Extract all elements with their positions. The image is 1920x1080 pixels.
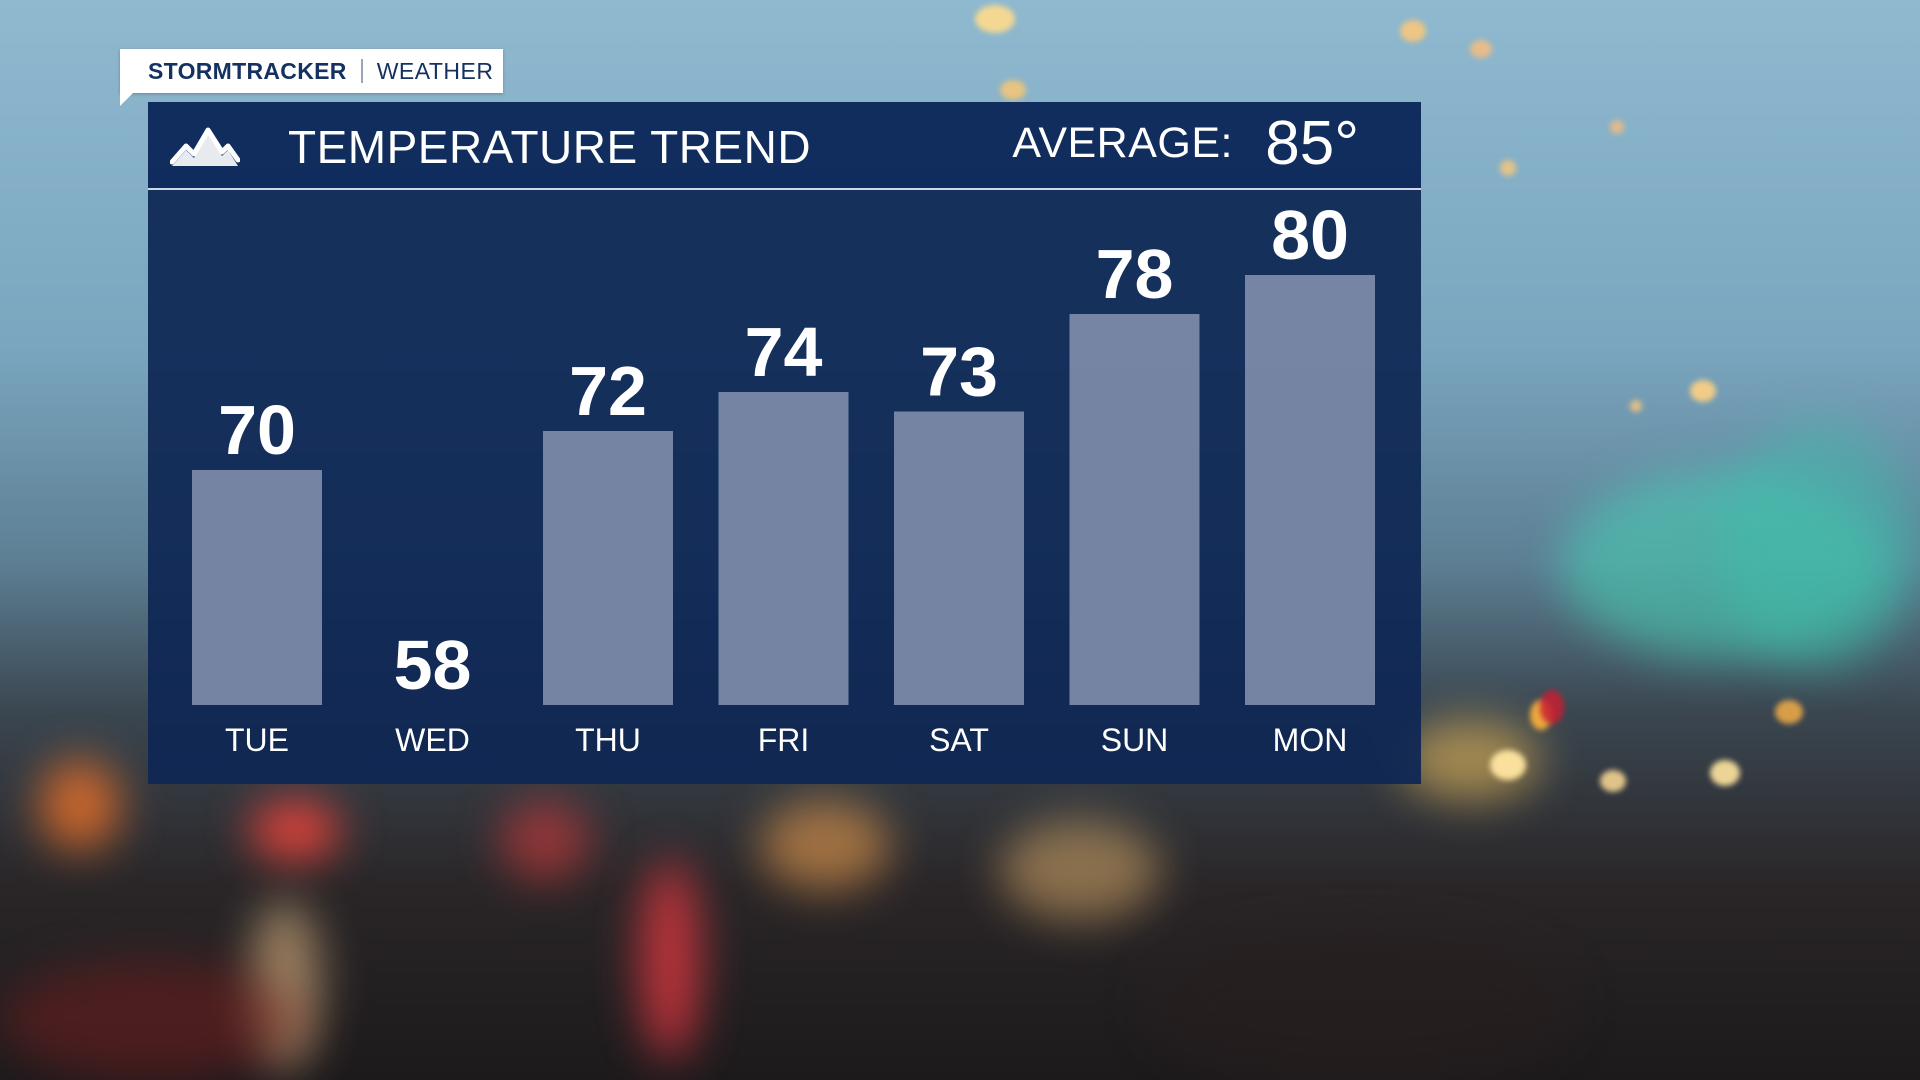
mountain-icon: [170, 127, 240, 166]
panel-title: TEMPERATURE TREND: [288, 121, 812, 173]
day-label-mon: MON: [1273, 722, 1348, 758]
value-label-wed: 58: [394, 626, 472, 704]
average-value: 85°: [1265, 109, 1359, 178]
day-label-tue: TUE: [225, 722, 289, 758]
value-label-thu: 72: [569, 352, 647, 430]
day-label-sat: SAT: [929, 722, 989, 758]
header-divider: [148, 188, 1421, 190]
value-label-sat: 73: [920, 333, 998, 411]
bar-thu: [543, 431, 673, 705]
brand-section: WEATHER: [376, 57, 494, 84]
average-label: AVERAGE:: [1012, 119, 1233, 167]
value-label-fri: 74: [745, 313, 823, 391]
brand-tag-notch: [120, 92, 134, 106]
temperature-bar-chart: 70 TUE 58 WED 72 THU 74 FRI 73 SAT 78 SUN 80 MON: [192, 196, 1375, 758]
temperature-trend-panel: TEMPERATURE TREND AVERAGE: 85° 70 TUE 58 WE…: [148, 102, 1421, 784]
bar-mon: [1245, 275, 1375, 705]
value-label-tue: 70: [218, 391, 296, 469]
brand-tag: STORMTRACKER WEATHER: [120, 49, 503, 93]
bar-sun: [1069, 314, 1200, 705]
panel-header: TEMPERATURE TREND AVERAGE: 85°: [148, 102, 1421, 188]
bar-sat: [894, 411, 1024, 705]
day-label-sun: SUN: [1101, 722, 1169, 758]
day-label-thu: THU: [575, 722, 641, 758]
brand-divider: [360, 59, 363, 83]
day-label-fri: FRI: [758, 722, 810, 758]
value-label-sun: 78: [1096, 235, 1174, 313]
brand-name: STORMTRACKER: [148, 57, 347, 84]
day-label-wed: WED: [395, 722, 470, 758]
value-label-mon: 80: [1271, 196, 1349, 274]
bar-tue: [192, 470, 322, 705]
bar-fri: [718, 392, 849, 705]
